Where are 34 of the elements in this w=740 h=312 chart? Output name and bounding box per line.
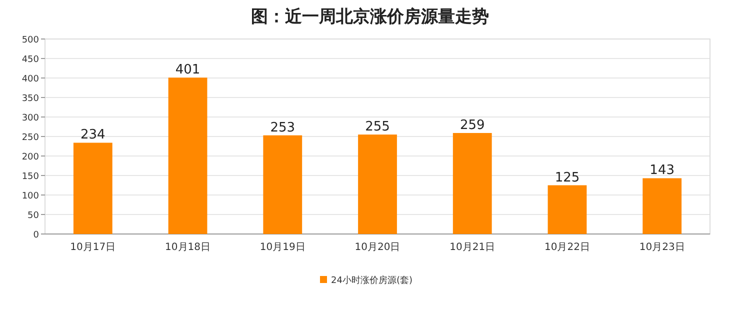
bar xyxy=(548,185,587,234)
x-tick-label: 10月17日 xyxy=(70,242,116,253)
data-label: 401 xyxy=(175,62,200,78)
y-tick-label: 100 xyxy=(22,192,40,202)
y-tick-label: 300 xyxy=(22,114,40,124)
data-label: 143 xyxy=(650,163,675,178)
x-tick-label: 10月22日 xyxy=(544,242,590,253)
y-tick-label: 450 xyxy=(22,55,40,65)
chart-title: 图：近一周北京涨价房源量走势 xyxy=(251,7,489,27)
bar xyxy=(263,135,302,234)
data-label: 255 xyxy=(365,120,390,135)
y-tick-label: 500 xyxy=(22,36,40,46)
bar xyxy=(73,142,112,234)
data-label: 234 xyxy=(80,128,106,143)
bar xyxy=(642,178,682,234)
x-tick-label: 10月20日 xyxy=(354,242,400,253)
data-label: 125 xyxy=(554,170,580,186)
x-tick-label: 10月21日 xyxy=(450,242,496,253)
y-tick-label: 250 xyxy=(22,133,40,143)
y-tick-label: 50 xyxy=(28,211,40,221)
y-tick-label: 150 xyxy=(22,172,40,182)
y-tick-label: 350 xyxy=(22,94,40,104)
x-tick-label: 10月18日 xyxy=(165,242,210,253)
data-label: 259 xyxy=(460,118,485,133)
legend-label: 24小时涨价房源(套) xyxy=(331,275,412,286)
y-tick-label: 0 xyxy=(33,230,40,240)
x-tick-label: 10月19日 xyxy=(260,242,306,253)
y-tick-label: 400 xyxy=(22,74,40,84)
bar xyxy=(168,78,208,234)
y-tick-label: 200 xyxy=(22,152,40,162)
bar xyxy=(452,132,492,234)
bar xyxy=(358,134,397,234)
x-tick-label: 10月23日 xyxy=(639,242,685,253)
data-label: 253 xyxy=(270,120,296,136)
